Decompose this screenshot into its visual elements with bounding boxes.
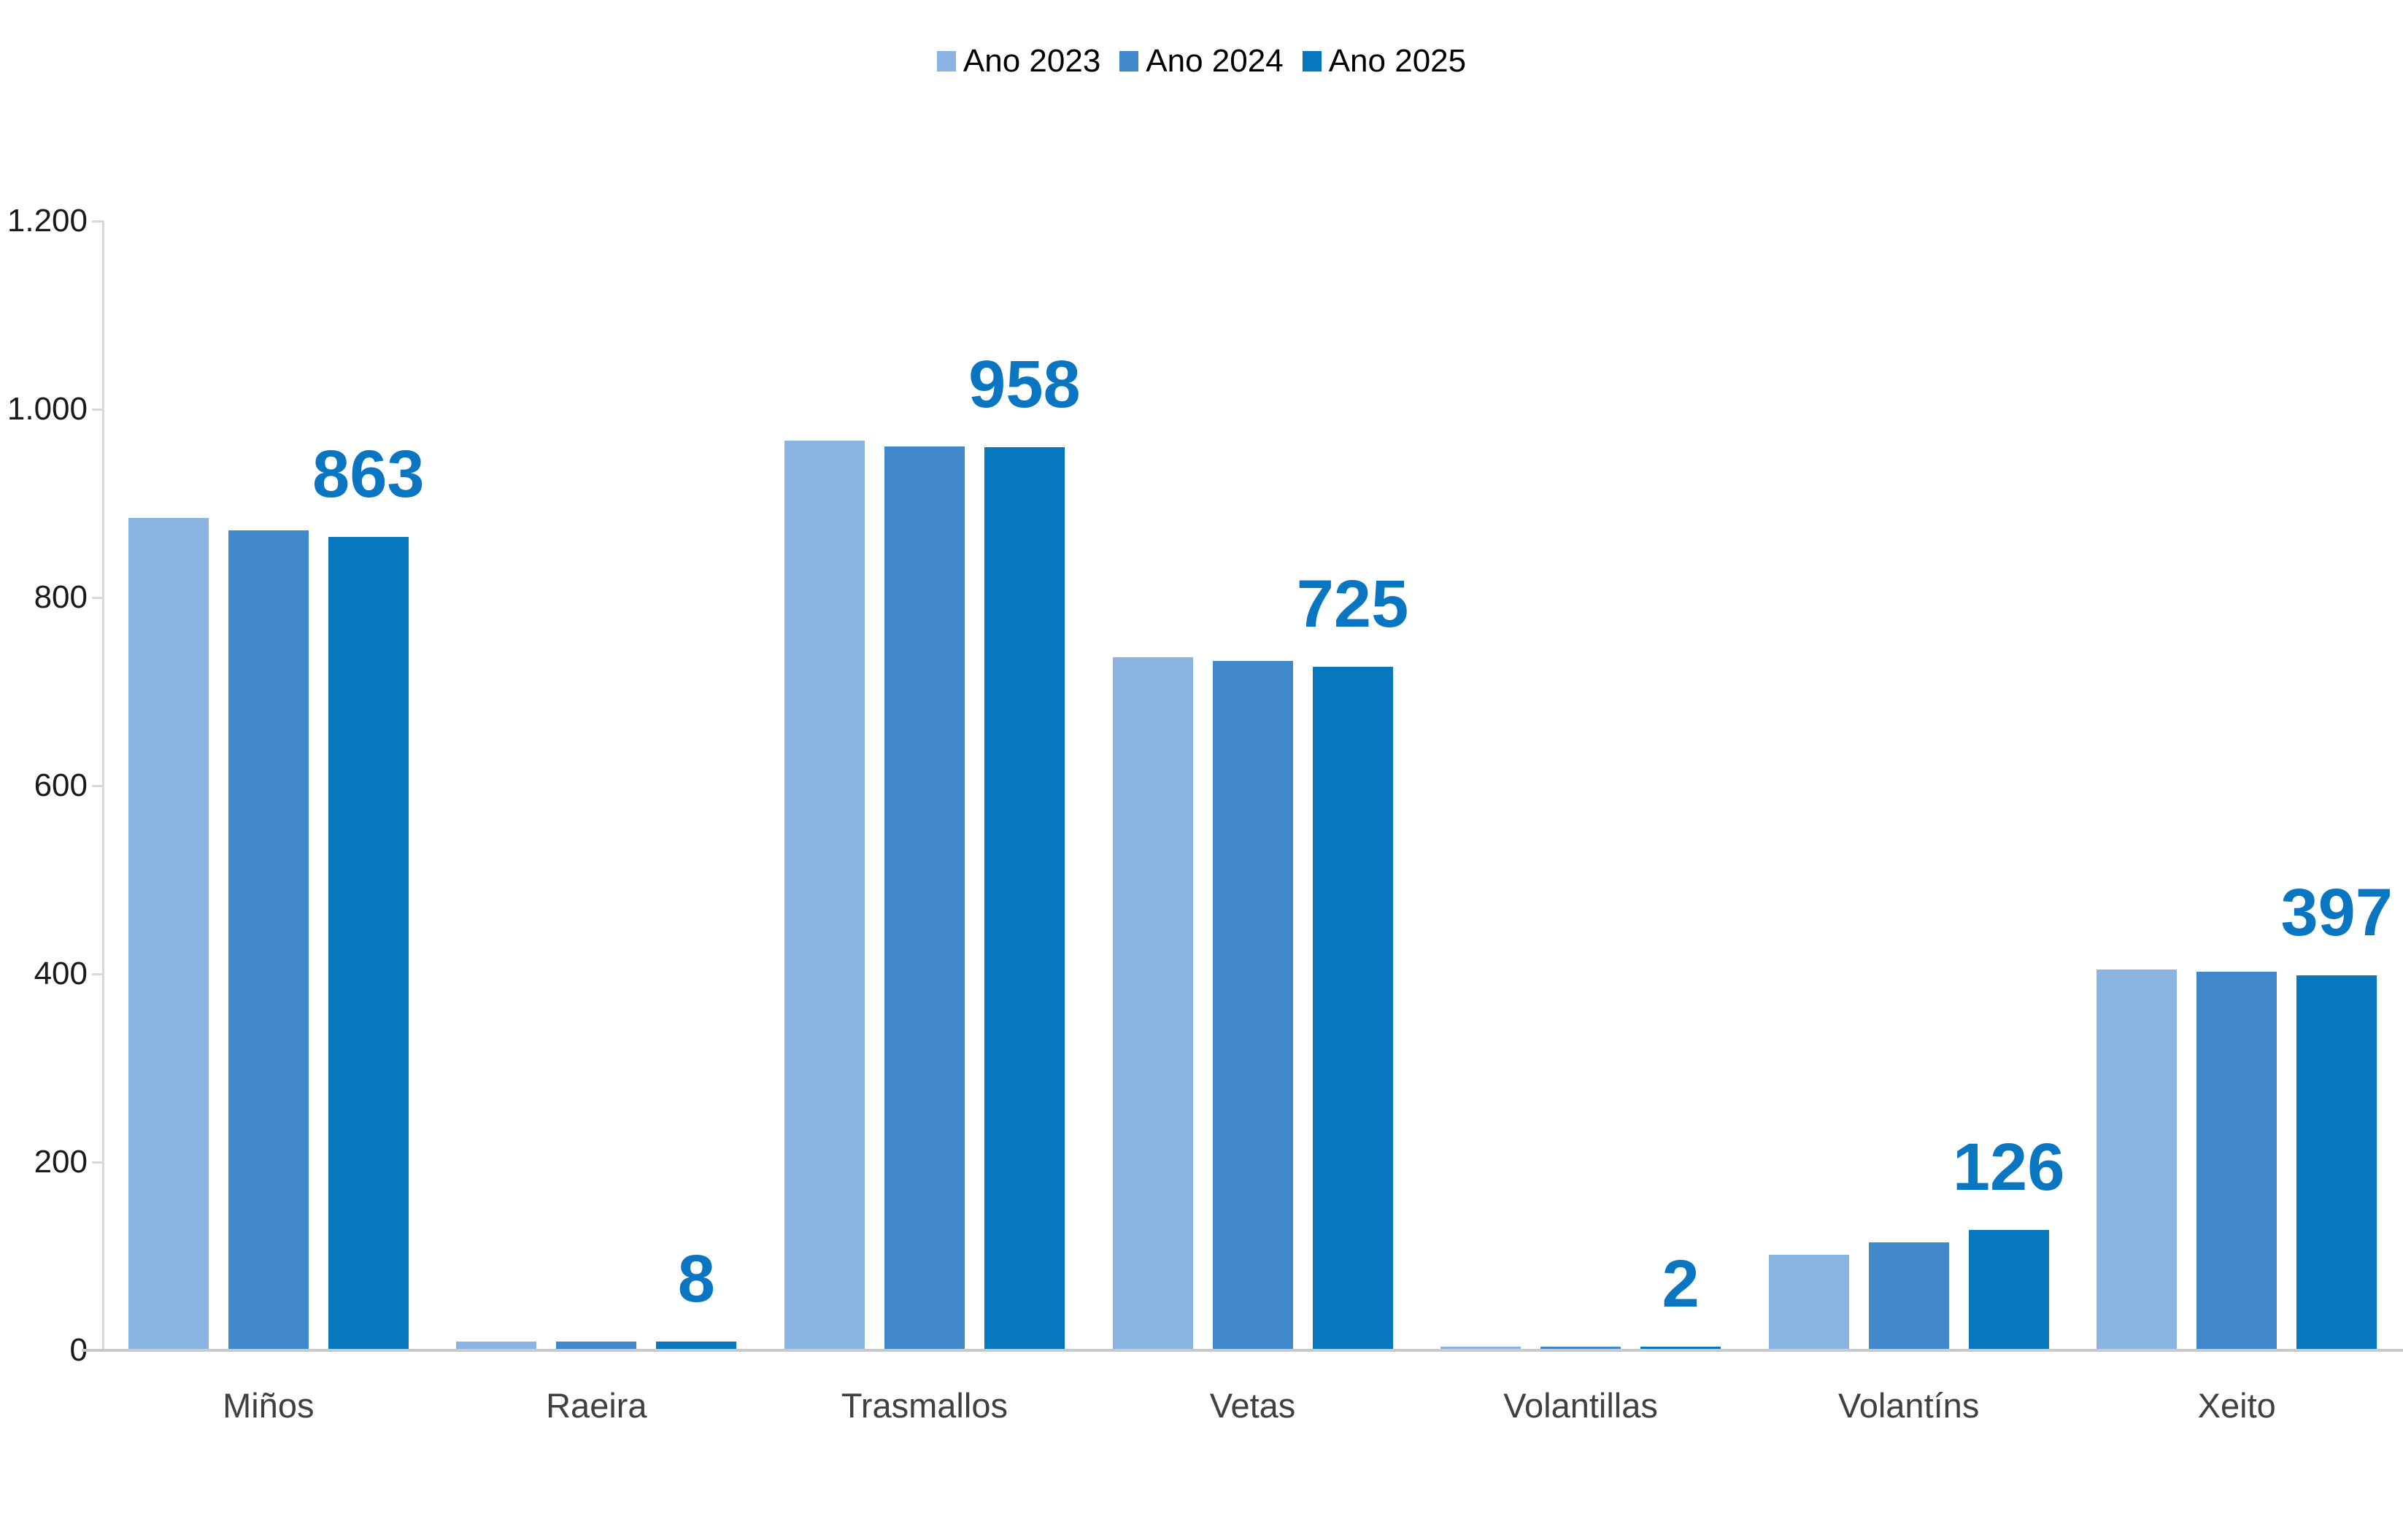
bar-ano-2025-0 — [328, 536, 409, 1349]
data-label: 126 — [1952, 1130, 2065, 1205]
x-axis-label-3: Vetas — [1209, 1386, 1296, 1425]
y-axis-tick-label: 600 — [34, 767, 88, 803]
y-axis-tick-label: 800 — [34, 579, 88, 615]
y-axis-tick-label: 0 — [69, 1332, 88, 1368]
bar-ano-2023-4 — [1440, 1347, 1521, 1349]
bar-ano-2024-5 — [1868, 1242, 1949, 1349]
legend-label: Ano 2025 — [1328, 43, 1467, 79]
bar-ano-2024-6 — [2196, 971, 2277, 1349]
bar-ano-2023-5 — [1768, 1255, 1849, 1349]
y-axis-tick — [92, 973, 104, 975]
legend-label: Ano 2023 — [963, 43, 1101, 79]
x-axis-label-4: Volantillas — [1503, 1386, 1658, 1425]
x-axis-line — [82, 1349, 2403, 1352]
y-axis-tick-label: 200 — [34, 1144, 88, 1180]
bar-ano-2023-3 — [1112, 657, 1193, 1349]
bar-ano-2024-4 — [1540, 1347, 1621, 1349]
legend-swatch-icon — [1302, 51, 1322, 71]
x-axis-label-5: Volantíns — [1837, 1386, 1980, 1425]
bar-ano-2023-0 — [128, 517, 209, 1349]
data-label: 863 — [312, 436, 425, 511]
y-axis-tick — [92, 220, 104, 223]
bar-ano-2024-0 — [228, 530, 309, 1349]
legend-item-1: Ano 2024 — [1119, 43, 1284, 79]
y-axis-tick — [92, 597, 104, 599]
data-label: 958 — [968, 347, 1081, 422]
bar-ano-2023-6 — [2097, 970, 2178, 1349]
legend-label: Ano 2024 — [1146, 43, 1284, 79]
y-axis-tick-label: 400 — [34, 956, 88, 991]
data-label: 397 — [2280, 875, 2393, 950]
legend-swatch-icon — [936, 51, 956, 71]
legend-item-0: Ano 2023 — [936, 43, 1101, 79]
bar-ano-2025-3 — [1312, 666, 1393, 1349]
y-axis-tick — [92, 785, 104, 787]
bar-ano-2023-1 — [456, 1341, 537, 1349]
bar-ano-2024-2 — [884, 446, 965, 1349]
x-axis-label-0: Miños — [223, 1386, 315, 1425]
y-axis-tick-label: 1.200 — [7, 203, 88, 239]
bar-ano-2025-1 — [656, 1341, 737, 1349]
data-label: 725 — [1296, 566, 1409, 641]
bar-ano-2024-1 — [556, 1341, 637, 1349]
data-label: 8 — [677, 1241, 715, 1316]
legend-item-2: Ano 2025 — [1302, 43, 1467, 79]
bar-ano-2024-3 — [1212, 661, 1293, 1349]
y-axis-tick — [92, 409, 104, 411]
y-axis-tick — [92, 1161, 104, 1164]
y-axis-tick-label: 1.000 — [7, 391, 88, 427]
bar-ano-2023-2 — [784, 441, 865, 1349]
x-axis-label-2: Trasmallos — [841, 1386, 1008, 1425]
x-axis-label-6: Xeito — [2197, 1386, 2276, 1425]
data-label: 2 — [1662, 1247, 1700, 1321]
x-axis-label-1: Raeira — [546, 1386, 647, 1425]
bar-ano-2025-6 — [2296, 975, 2377, 1349]
bar-ano-2025-2 — [984, 447, 1065, 1349]
legend-swatch-icon — [1119, 51, 1139, 71]
bar-ano-2025-5 — [1968, 1230, 2049, 1349]
chart-legend: Ano 2023 Ano 2024 Ano 2025 — [0, 45, 2403, 77]
bar-ano-2025-4 — [1640, 1347, 1721, 1349]
